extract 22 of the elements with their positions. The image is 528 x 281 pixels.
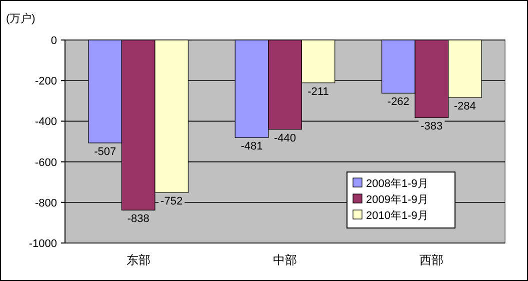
legend-label: 2009年1-9月 bbox=[366, 194, 428, 206]
legend-label: 2008年1-9月 bbox=[366, 178, 428, 190]
y-tick-label: -1000 bbox=[28, 238, 57, 250]
y-tick-label: -600 bbox=[34, 156, 57, 169]
legend-label: 2010年1-9月 bbox=[366, 210, 428, 222]
data-label: -507 bbox=[94, 146, 116, 158]
y-axis-title: (万户) bbox=[6, 12, 36, 25]
data-label: -752 bbox=[160, 196, 183, 208]
y-tick-label: -400 bbox=[34, 116, 57, 128]
y-tick-label: 0 bbox=[50, 35, 57, 47]
data-label: -481 bbox=[240, 140, 263, 153]
x-tick-label: 东部 bbox=[126, 253, 150, 267]
data-label: -440 bbox=[274, 132, 296, 144]
x-tick-label: 西部 bbox=[420, 253, 444, 267]
data-label: -211 bbox=[308, 86, 329, 98]
data-label: -838 bbox=[127, 213, 150, 226]
data-label: -383 bbox=[420, 120, 443, 133]
y-tick-label: -800 bbox=[34, 197, 57, 210]
data-label: -262 bbox=[387, 96, 410, 108]
data-label: -284 bbox=[454, 100, 476, 113]
y-tick-label: -200 bbox=[34, 76, 57, 88]
x-tick-label: 中部 bbox=[273, 253, 297, 267]
